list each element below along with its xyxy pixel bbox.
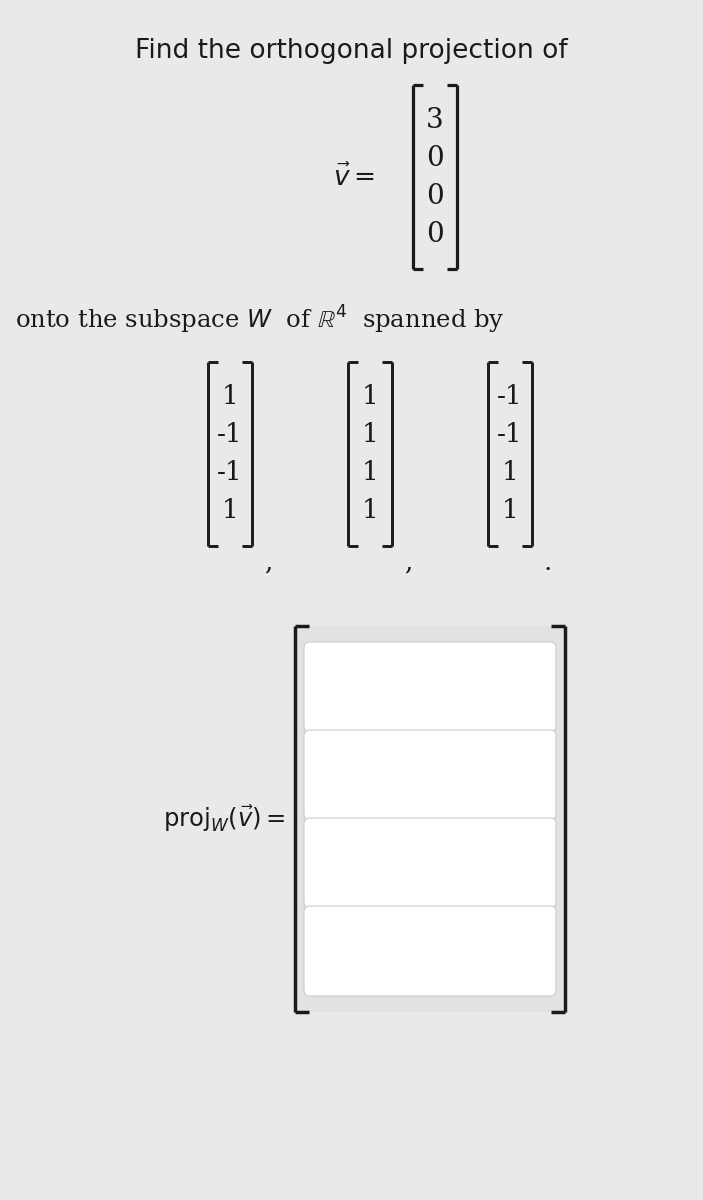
Text: ,: ,: [264, 550, 272, 575]
Text: 1: 1: [502, 498, 518, 523]
FancyBboxPatch shape: [295, 626, 565, 1012]
Text: 1: 1: [361, 498, 378, 523]
FancyBboxPatch shape: [304, 818, 556, 908]
FancyBboxPatch shape: [304, 642, 556, 732]
Text: onto the subspace $W$  of $\mathbb{R}^4$  spanned by: onto the subspace $W$ of $\mathbb{R}^4$ …: [15, 304, 505, 336]
Text: 0: 0: [426, 221, 444, 247]
Text: 0: 0: [426, 182, 444, 210]
Text: -1: -1: [497, 384, 523, 409]
Text: $\mathrm{proj}_W(\vec{v}) =$: $\mathrm{proj}_W(\vec{v}) =$: [162, 804, 285, 834]
Text: 1: 1: [361, 384, 378, 409]
Text: 1: 1: [221, 498, 238, 523]
Text: -1: -1: [217, 422, 243, 448]
Text: 0: 0: [426, 144, 444, 172]
Text: 1: 1: [361, 422, 378, 448]
FancyBboxPatch shape: [304, 730, 556, 820]
Text: $\vec{v} =$: $\vec{v} =$: [333, 163, 375, 191]
FancyBboxPatch shape: [304, 906, 556, 996]
Text: 1: 1: [361, 461, 378, 486]
Text: 3: 3: [426, 107, 444, 133]
Text: 1: 1: [502, 461, 518, 486]
Text: ,: ,: [404, 550, 413, 575]
Text: 1: 1: [221, 384, 238, 409]
Text: -1: -1: [497, 422, 523, 448]
Text: -1: -1: [217, 461, 243, 486]
Text: Find the orthogonal projection of: Find the orthogonal projection of: [135, 38, 567, 64]
Text: .: .: [544, 550, 553, 575]
